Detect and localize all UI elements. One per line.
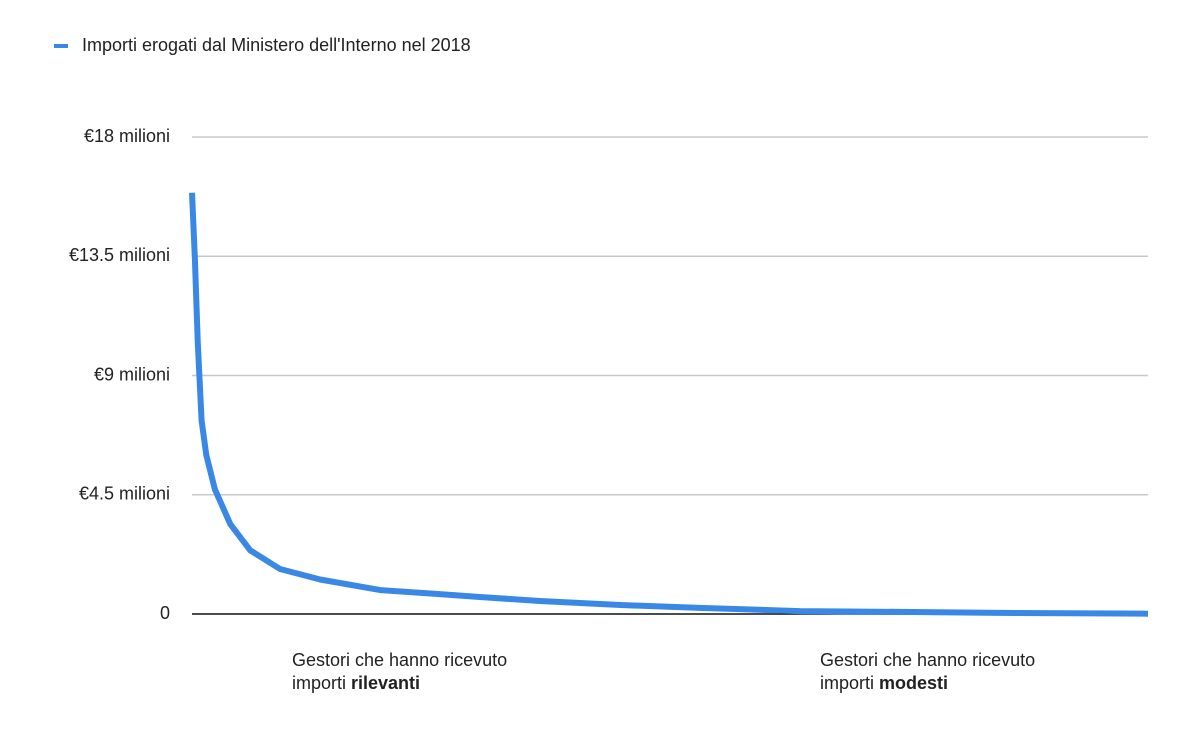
data-line: [189, 192, 1149, 617]
annotation-line: Gestori che hanno ricevuto: [292, 650, 507, 670]
annotation-emphasis: modesti: [879, 673, 948, 693]
y-tick-label: 0: [160, 603, 170, 623]
annotation-emphasis: rilevanti: [351, 673, 420, 693]
annotation-text: importi: [820, 673, 874, 693]
y-tick-label: €13.5 milioni: [69, 245, 170, 265]
y-tick-label: €4.5 milioni: [79, 484, 170, 504]
annotation-line: Gestori che hanno ricevuto: [820, 650, 1035, 670]
annotation-line: importi modesti: [820, 673, 948, 693]
y-tick-label: €9 milioni: [94, 364, 170, 384]
annotation-text: importi: [292, 673, 346, 693]
legend-label: Importi erogati dal Ministero dell'Inter…: [82, 35, 471, 55]
annotation-line: importi rilevanti: [292, 673, 420, 693]
y-tick-label: €18 milioni: [84, 126, 170, 146]
